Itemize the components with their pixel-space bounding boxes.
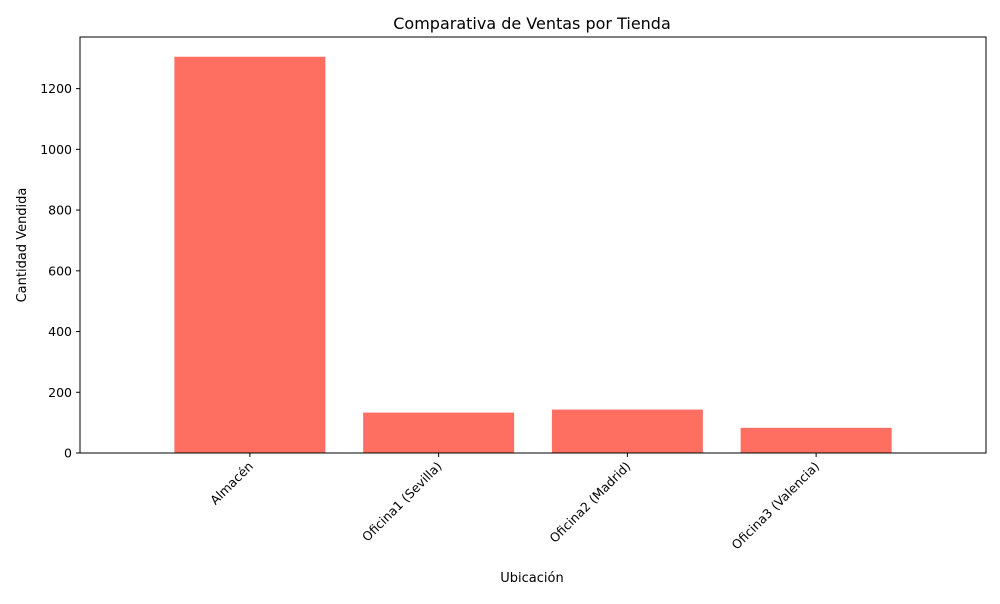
chart-title: Comparativa de Ventas por Tienda bbox=[393, 14, 671, 33]
bar-3 bbox=[740, 427, 892, 453]
y-tick-label: 0 bbox=[64, 446, 72, 461]
y-tick-label: 800 bbox=[48, 203, 72, 218]
plot-frame bbox=[79, 36, 987, 454]
bar-0 bbox=[174, 56, 326, 454]
x-axis-label: Ubicación bbox=[500, 571, 563, 586]
y-tick-label: 1200 bbox=[40, 81, 72, 96]
y-tick-label: 1000 bbox=[40, 142, 72, 157]
y-tick-label: 200 bbox=[48, 385, 72, 400]
bar-1 bbox=[363, 412, 515, 453]
y-axis-ticks: 0 200 400 600 800 1000 1200 bbox=[40, 81, 80, 461]
y-tick-label: 600 bbox=[48, 263, 72, 278]
y-axis-label: Cantidad Vendida bbox=[15, 188, 30, 303]
bars-group bbox=[174, 56, 892, 454]
y-tick-label: 400 bbox=[48, 324, 72, 339]
bar-2 bbox=[551, 409, 703, 453]
